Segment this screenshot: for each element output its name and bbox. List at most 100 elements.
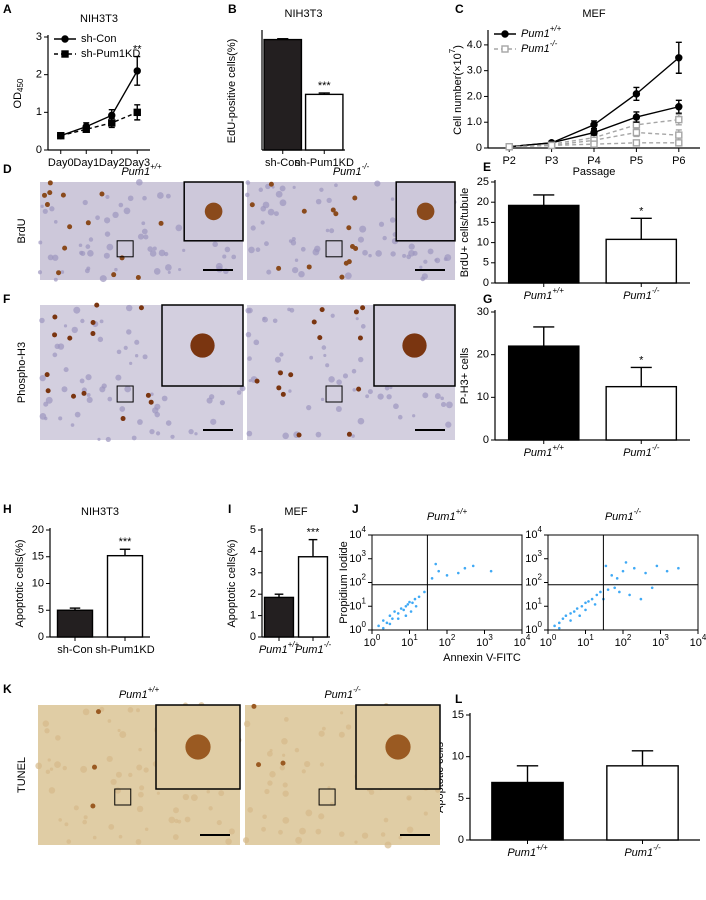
nucleus xyxy=(261,826,266,832)
marker xyxy=(505,143,513,151)
y-tick-label: 5 xyxy=(38,604,44,616)
y-tick-label: 0 xyxy=(458,834,464,846)
nucleus xyxy=(247,807,254,813)
nucleus xyxy=(53,220,58,224)
nucleus xyxy=(402,253,407,258)
marker xyxy=(675,115,683,124)
nucleus xyxy=(127,706,134,713)
y-tick-label: 0 xyxy=(483,277,489,289)
stained-cell xyxy=(90,320,96,326)
legend-marker xyxy=(501,45,509,53)
nucleus xyxy=(440,401,447,408)
nucleus xyxy=(299,827,306,835)
nucleus xyxy=(250,225,256,231)
point xyxy=(388,614,392,618)
point xyxy=(569,619,572,622)
point xyxy=(414,604,418,608)
bar xyxy=(106,554,144,638)
panel-label: E xyxy=(483,160,491,174)
nucleus xyxy=(368,789,375,795)
panel-label: L xyxy=(455,692,462,706)
nucleus xyxy=(224,246,231,253)
nucleus xyxy=(275,190,283,198)
nucleus xyxy=(345,724,352,730)
y-tick-label: 20 xyxy=(477,196,489,208)
inset-cell xyxy=(190,333,215,358)
nucleus xyxy=(63,324,68,328)
nucleus xyxy=(267,780,273,786)
nucleus xyxy=(304,760,311,768)
text-part: 2 xyxy=(451,633,456,642)
text-part: 4 xyxy=(526,633,531,642)
x-tick-label: P5 xyxy=(630,155,643,167)
stained-cell xyxy=(81,390,87,396)
nucleus xyxy=(182,248,186,253)
stained-cell xyxy=(357,335,363,341)
text-part: Pum1 xyxy=(427,511,456,523)
inset-cell xyxy=(416,202,435,221)
y-tick-label: 0 xyxy=(476,142,482,154)
text-part: 10 xyxy=(525,600,537,612)
nucleus xyxy=(321,345,327,350)
text-part: +/+ xyxy=(456,507,468,516)
series-line xyxy=(60,111,138,137)
stained-cell xyxy=(353,309,359,315)
point xyxy=(489,569,493,573)
y-axis-label: Cell number(×107) xyxy=(448,45,464,135)
stained-cell xyxy=(67,335,73,341)
zoom-box xyxy=(325,240,343,258)
nucleus xyxy=(294,258,299,262)
nucleus xyxy=(282,753,286,757)
nucleus xyxy=(300,246,306,252)
x-tick-label: sh-Con xyxy=(57,644,92,656)
point xyxy=(677,566,680,570)
panel-label: D xyxy=(3,162,12,176)
nucleus xyxy=(397,414,403,420)
nucleus xyxy=(278,829,283,835)
nucleus xyxy=(49,206,55,212)
stained-cell xyxy=(288,372,294,378)
text-part: 450 xyxy=(16,78,25,92)
nucleus xyxy=(434,258,438,262)
point xyxy=(610,574,614,577)
nucleus xyxy=(138,747,142,752)
point xyxy=(402,608,405,612)
point xyxy=(665,569,669,573)
y-tick-label: 3 xyxy=(250,567,256,579)
y-tick-label: 4 xyxy=(250,545,256,557)
nucleus xyxy=(422,392,429,399)
text-part: Pum1 xyxy=(524,447,553,459)
nucleus xyxy=(244,192,250,198)
zoom-box xyxy=(116,240,134,258)
nucleus xyxy=(323,353,327,358)
nucleus xyxy=(267,208,275,216)
panel-label: G xyxy=(483,292,492,306)
nucleus xyxy=(325,363,330,368)
point xyxy=(406,603,410,606)
nucleus xyxy=(124,385,131,393)
text-part: 10 xyxy=(577,637,589,649)
nucleus xyxy=(82,199,88,206)
nucleus xyxy=(110,778,117,786)
stained-cell xyxy=(277,370,283,376)
marker xyxy=(590,140,598,148)
nucleus xyxy=(80,318,85,324)
text-part: 3 xyxy=(362,549,367,558)
nucleus xyxy=(279,199,287,207)
nucleus xyxy=(390,197,395,201)
inset-cell xyxy=(402,333,427,358)
nucleus xyxy=(142,354,148,360)
nucleus xyxy=(170,434,175,439)
point xyxy=(628,593,631,597)
point xyxy=(399,607,403,610)
y-axis-label: Apoptotic cells(%) xyxy=(226,539,238,627)
x-tick-label: 102 xyxy=(615,633,632,649)
text-part: Pum1 xyxy=(119,689,148,701)
x-tick-label: P6 xyxy=(672,155,685,167)
nucleus xyxy=(219,400,225,406)
marker xyxy=(632,139,641,147)
nucleus xyxy=(298,270,305,278)
text-part: -/- xyxy=(550,39,558,48)
nucleus xyxy=(419,265,423,269)
text-part: Cell number(×10 xyxy=(452,53,464,135)
